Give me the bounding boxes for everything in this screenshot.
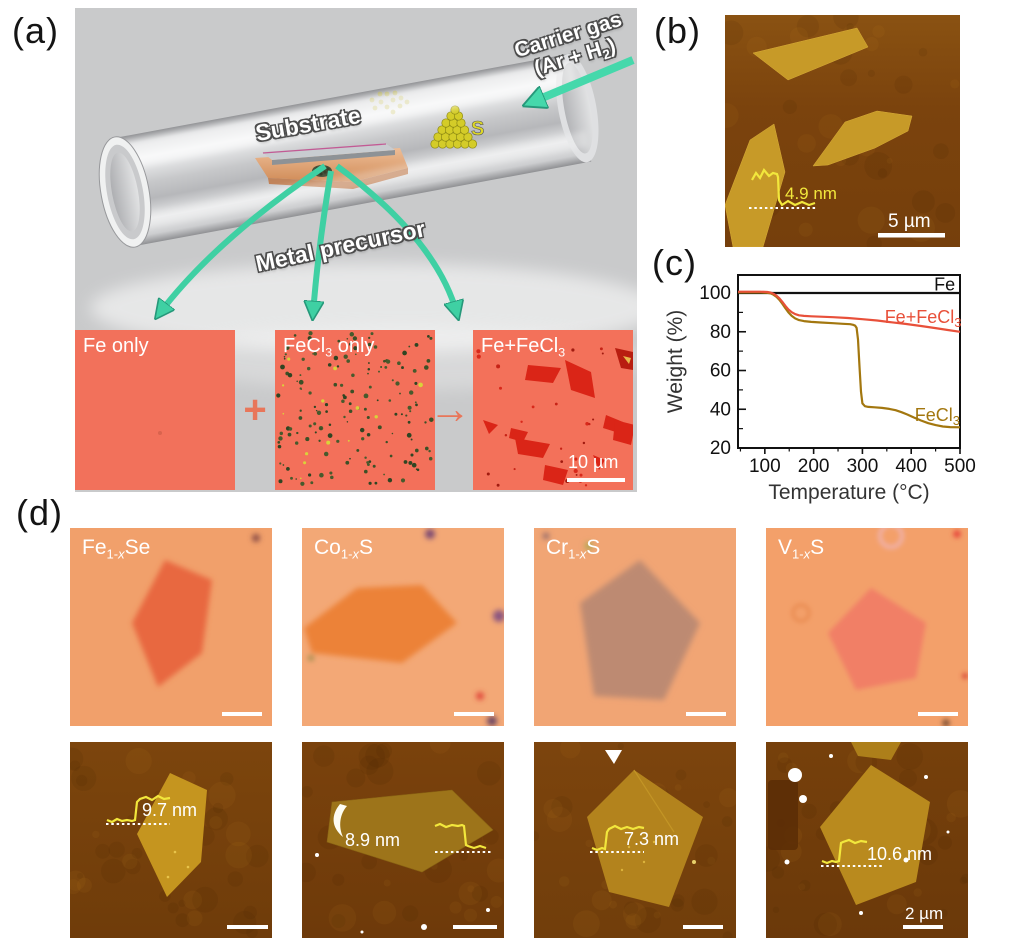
crystal-flakes <box>483 348 633 485</box>
cos-scale-bar <box>454 712 494 716</box>
tile-fecl3-only-label: FeCl3 only <box>283 335 375 360</box>
bright-particle <box>605 750 622 764</box>
x-tick-label: 500 <box>944 456 976 477</box>
height-profile-line <box>106 794 171 824</box>
panel-a-label: (a) <box>12 10 59 51</box>
vs-flake <box>820 765 930 905</box>
a-scale-bar <box>567 478 625 482</box>
y-tick-label: 60 <box>710 361 731 382</box>
optical-tile-cos: Co1-xS <box>302 528 504 726</box>
right-arrow-operator: → <box>429 385 471 432</box>
crs-formula: Cr1-xS <box>546 536 601 562</box>
afm-tile-crs: 7.3 nm <box>534 742 736 938</box>
fese-flake <box>137 773 207 897</box>
x-tick-label: 200 <box>798 456 830 477</box>
afm-flakes <box>725 27 913 247</box>
y-tick-label: 20 <box>710 438 731 459</box>
b-scale-bar-label: 5 µm <box>888 211 931 232</box>
panel-b-label: (b) <box>654 10 701 51</box>
optical-tile-fe-fecl3: Fe+FeCl3 10 µm <box>473 330 633 490</box>
series-label-Fe: Fe <box>934 274 955 294</box>
cos-afm-scale-bar <box>453 925 497 929</box>
sulfur-label: S <box>471 118 484 140</box>
fese-formula: Fe1-xSe <box>82 536 151 562</box>
vs-optical-image <box>791 528 968 726</box>
precursor-arrow-middle-icon <box>313 170 334 314</box>
crs-afm-scale-bar <box>683 925 723 929</box>
afm-tile-vs: 10.6 nm 2 µm <box>766 742 968 938</box>
fe-only-image <box>158 431 162 435</box>
series-label-Fe+FeCl3: Fe+FeCl3 <box>885 307 962 330</box>
y-tick-label: 40 <box>710 399 731 420</box>
optical-tile-fe-only: Fe only <box>75 330 235 490</box>
series-FeCl3 <box>738 291 961 429</box>
fecl3-only-image <box>276 331 434 486</box>
y-tick-label: 100 <box>699 283 731 304</box>
vs-flake-partial <box>851 742 901 760</box>
precursor-arrows <box>159 163 457 314</box>
cos-optical-image <box>304 529 504 726</box>
afm-tile-fese: 9.7 nm <box>70 742 272 938</box>
height-profile-line <box>821 838 868 865</box>
vs-scale-bar <box>918 712 958 716</box>
optical-tile-fecl3-only: FeCl3 only <box>275 330 435 490</box>
x-axis-title: Temperature (°C) <box>768 481 929 504</box>
crs-flake <box>587 770 703 907</box>
vs-formula: V1-xS <box>778 536 825 562</box>
d-scale-bar-label: 2 µm <box>905 904 943 923</box>
fese-height-label: 9.7 nm <box>142 800 197 820</box>
substrate-chip <box>262 143 395 165</box>
dark-scan-band <box>768 780 798 850</box>
height-profile-line <box>434 822 487 850</box>
series-Fe+FeCl3 <box>738 290 961 333</box>
vs-afm-scale-bar <box>903 925 943 929</box>
x-tick-label: 300 <box>847 456 879 477</box>
b-height-label: 4.9 nm <box>785 184 837 203</box>
b-scale-bar <box>878 233 945 238</box>
optical-tile-vs: V1-xS <box>766 528 968 726</box>
afm-image-large: 4.9 nm 5 µm <box>725 15 960 247</box>
height-profile-line <box>751 168 816 207</box>
precursor-arrow-left-icon <box>159 163 327 314</box>
precursor-arrow-right-icon <box>335 163 457 314</box>
crs-height-label: 7.3 nm <box>624 829 679 849</box>
panel-d-label: (d) <box>16 492 63 533</box>
afm-tile-cos: 8.9 nm <box>302 742 504 938</box>
flake-highlight <box>333 804 347 837</box>
tile-fe-fecl3-label: Fe+FeCl3 <box>481 335 566 360</box>
tga-chart: 20 40 60 80 100 100 200 300 400 500 Temperature (°… <box>664 274 976 504</box>
x-tick-label: 100 <box>749 456 781 477</box>
fese-optical-image <box>132 534 260 687</box>
chart-frame <box>737 274 961 449</box>
carrier-gas-arrow-icon <box>530 56 635 103</box>
vs-height-label: 10.6 nm <box>867 844 932 864</box>
y-tick-label: 80 <box>710 322 731 343</box>
y-axis-title: Weight (%) <box>664 310 687 413</box>
a-scale-bar-label: 10 µm <box>568 452 619 472</box>
optical-tile-crs: Cr1-xS <box>534 528 736 726</box>
plus-operator: + <box>243 388 267 432</box>
fese-scale-bar <box>222 712 262 716</box>
tile-fe-only-label: Fe only <box>83 335 149 357</box>
optical-tile-fese: Fe1-xSe <box>70 528 272 726</box>
fe-fecl3-image <box>476 347 633 487</box>
panel-c-label: (c) <box>652 242 697 283</box>
fese-afm-scale-bar <box>227 925 268 929</box>
crs-scale-bar <box>686 712 726 716</box>
cos-formula: Co1-xS <box>314 536 373 562</box>
height-profile-line <box>591 824 645 852</box>
series-label-FeCl3: FeCl3 <box>915 405 960 428</box>
x-tick-label: 400 <box>895 456 927 477</box>
cos-height-label: 8.9 nm <box>345 830 400 850</box>
crs-optical-image <box>543 533 700 700</box>
bright-particles <box>784 754 950 915</box>
